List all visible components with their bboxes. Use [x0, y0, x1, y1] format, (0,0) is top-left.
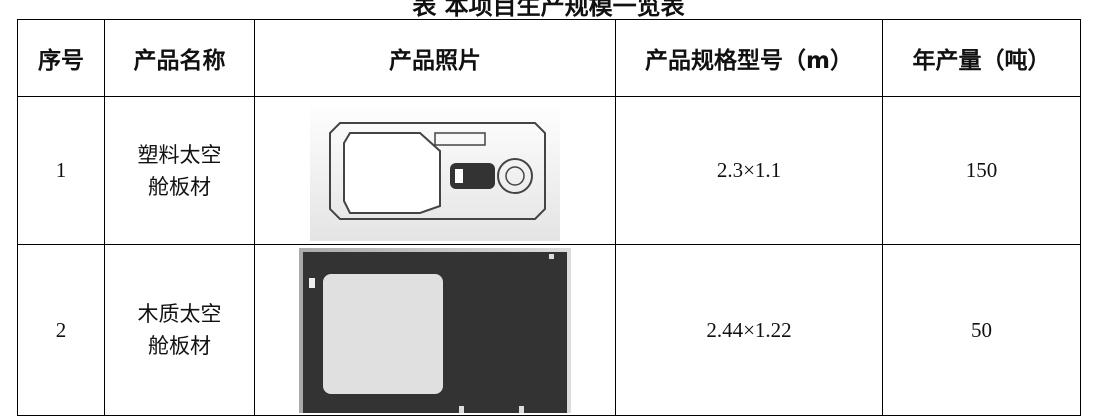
product-name: 木质太空舱板材	[137, 302, 222, 358]
table-title: 表 本项目生产规模一览表	[412, 0, 685, 20]
header-cell: 年产量（吨）	[882, 19, 1081, 97]
row: 2 木质太空舱板材 2.44×1.22 50	[17, 244, 1081, 416]
header-cell: 序号	[17, 19, 105, 97]
cell: 50	[882, 244, 1081, 416]
cell: 塑料太空舱板材	[104, 96, 255, 245]
header-row: 序号 产品名称 产品照片 产品规格型号（m） 年产量（吨）	[17, 19, 1081, 97]
header-cell: 产品名称	[104, 19, 255, 97]
cell: 2	[17, 244, 105, 416]
header-cell: 产品照片	[254, 19, 616, 97]
product-photo	[299, 247, 571, 413]
product-name: 塑料太空舱板材	[137, 142, 222, 199]
photo-cell	[254, 96, 616, 245]
cell: 木质太空舱板材	[104, 244, 255, 416]
cell: 2.3×1.1	[615, 96, 883, 245]
row: 1 塑料太空舱板材 2.3×1.1 150	[17, 96, 1081, 245]
header-cell: 产品规格型号（m）	[615, 19, 883, 97]
product-photo	[310, 100, 560, 241]
cell: 2.44×1.22	[615, 244, 883, 416]
cell: 1	[17, 96, 105, 245]
table: 序号 产品名称 产品照片 产品规格型号（m） 年产量（吨） 1 塑料太空舱板材 …	[17, 19, 1081, 416]
photo-cell	[254, 244, 616, 416]
cell: 150	[882, 96, 1081, 245]
